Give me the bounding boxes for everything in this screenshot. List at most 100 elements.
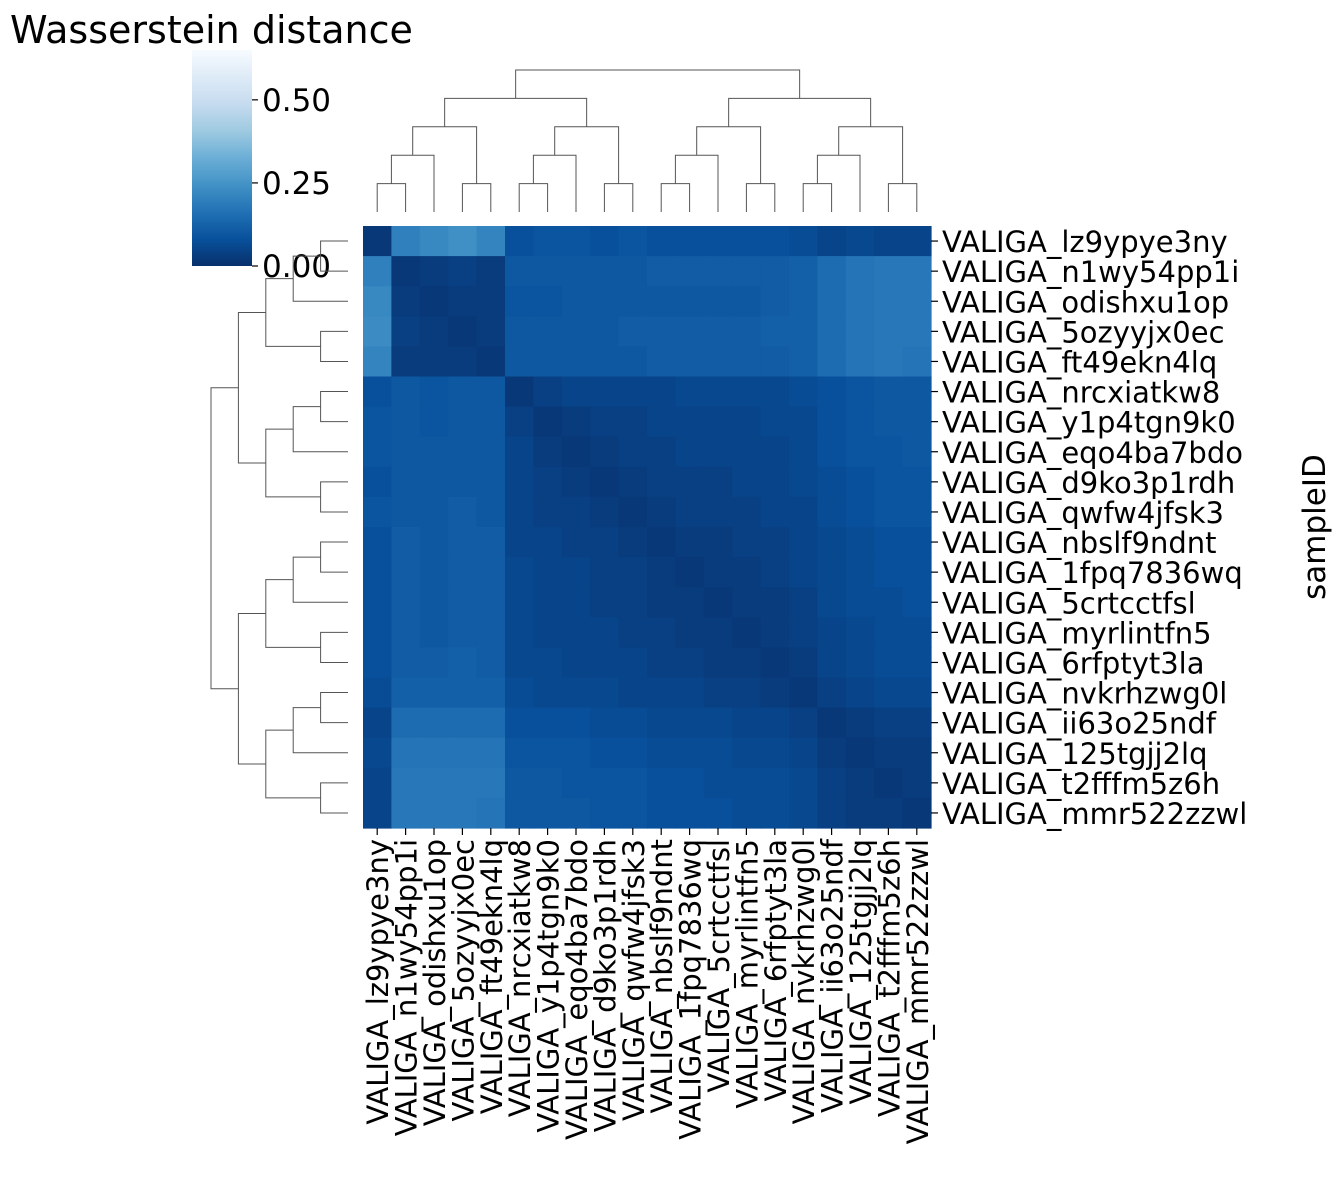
col-tick-label: VALIGA_t2fffm5z6h <box>872 839 906 1117</box>
heatmap-cell <box>448 286 478 317</box>
heatmap-cell <box>789 617 818 648</box>
row-tick-label: VALIGA_nbslf9ndnt <box>942 526 1217 560</box>
heatmap-cell <box>618 466 648 498</box>
heatmap-cell <box>845 677 875 709</box>
heatmap-cell <box>817 647 847 679</box>
heatmap-cell <box>505 647 534 679</box>
heatmap-cell <box>902 436 932 468</box>
heatmap-cell <box>902 406 932 438</box>
heatmap-cell <box>476 527 506 558</box>
heatmap-cell <box>561 436 591 468</box>
colorbar-tick-label: 0.25 <box>262 166 331 202</box>
heatmap-cell <box>760 406 790 438</box>
heatmap-cell <box>590 677 620 709</box>
heatmap-cell <box>874 436 904 468</box>
heatmap-cell <box>505 797 534 829</box>
heatmap-cell <box>817 587 847 618</box>
heatmap-cell <box>448 557 478 588</box>
heatmap-cell <box>618 557 648 588</box>
heatmap-cell <box>448 767 478 799</box>
heatmap-cell <box>675 767 705 799</box>
heatmap-grid <box>363 226 932 829</box>
heatmap-cell <box>675 617 705 648</box>
heatmap-cell <box>732 316 762 347</box>
heatmap-cell <box>845 436 875 468</box>
heatmap-cell <box>703 436 733 468</box>
heatmap-cell <box>675 557 705 588</box>
heatmap-cell <box>419 617 449 648</box>
row-tick-labels: VALIGA_lz9ypye3nyVALIGA_n1wy54pp1iVALIGA… <box>931 225 1247 831</box>
heatmap-cell <box>874 737 904 769</box>
heatmap-cell <box>476 557 506 588</box>
heatmap-cell <box>561 496 591 528</box>
dendrogram-link <box>461 183 492 212</box>
dendrogram-link <box>887 183 918 212</box>
heatmap-cell <box>703 707 733 739</box>
heatmap-cell <box>732 496 762 528</box>
heatmap-cell <box>789 707 818 739</box>
heatmap-cell <box>448 376 478 408</box>
heatmap-cell <box>845 557 875 588</box>
col-tick-label: VALIGA_nbslf9ndnt <box>645 839 679 1114</box>
heatmap-cell <box>590 496 620 528</box>
col-tick-label: VALIGA_nvkrhzwg0l <box>787 839 821 1124</box>
heatmap-cell <box>533 767 563 799</box>
heatmap-cell <box>760 496 790 528</box>
heatmap-cell <box>845 316 875 347</box>
heatmap-cell <box>732 737 762 769</box>
heatmap-cell <box>817 226 847 257</box>
heatmap-cell <box>845 647 875 679</box>
heatmap-cell <box>561 587 591 618</box>
colorbar-tick-label: 0.50 <box>262 83 331 119</box>
heatmap-cell <box>618 617 648 648</box>
heatmap-cell <box>533 436 563 468</box>
heatmap-cell <box>419 406 449 438</box>
heatmap-cell <box>874 767 904 799</box>
heatmap-cell <box>590 617 620 648</box>
heatmap-cell <box>476 466 506 498</box>
heatmap-cell <box>845 617 875 648</box>
heatmap-cell <box>902 617 932 648</box>
heatmap-cell <box>647 286 676 317</box>
heatmap-cell <box>789 557 818 588</box>
heatmap-cell <box>590 587 620 618</box>
heatmap-cell <box>647 466 676 498</box>
heatmap-cell <box>845 737 875 769</box>
heatmap-cell <box>533 346 563 378</box>
row-tick-label: VALIGA_d9ko3p1rdh <box>942 466 1235 500</box>
heatmap-cell <box>703 647 733 679</box>
heatmap-cell <box>618 406 648 438</box>
heatmap-cell <box>732 797 762 829</box>
heatmap-cell <box>590 406 620 438</box>
heatmap-cell <box>391 436 421 468</box>
heatmap-cell <box>391 677 421 709</box>
heatmap-cell <box>448 406 478 438</box>
heatmap-cell <box>391 587 421 618</box>
heatmap-cell <box>703 256 733 287</box>
heatmap-cell <box>817 496 847 528</box>
col-tick-label: VALIGA_nrcxiatkw8 <box>503 839 537 1117</box>
col-tick-label: VALIGA_5crtcctfsl <box>702 839 736 1093</box>
heatmap-cell <box>363 466 392 498</box>
heatmap-cell <box>817 346 847 378</box>
dendrogram-link <box>745 183 776 212</box>
heatmap-cell <box>363 707 392 739</box>
heatmap-cell <box>703 617 733 648</box>
heatmap-cell <box>732 617 762 648</box>
heatmap-cell <box>419 557 449 588</box>
dendrogram-link <box>237 312 266 464</box>
heatmap-cell <box>391 557 421 588</box>
heatmap-cell <box>817 677 847 709</box>
heatmap-cell <box>561 226 591 257</box>
heatmap-cell <box>476 767 506 799</box>
heatmap-cell <box>874 226 904 257</box>
heatmap-cell <box>845 406 875 438</box>
heatmap-cell <box>817 256 847 287</box>
dendrogram-link <box>603 183 634 212</box>
heatmap-cell <box>760 647 790 679</box>
heatmap-cell <box>760 436 790 468</box>
heatmap-cell <box>732 647 762 679</box>
heatmap-cell <box>845 587 875 618</box>
heatmap-cell <box>419 226 449 257</box>
heatmap-cell <box>874 707 904 739</box>
